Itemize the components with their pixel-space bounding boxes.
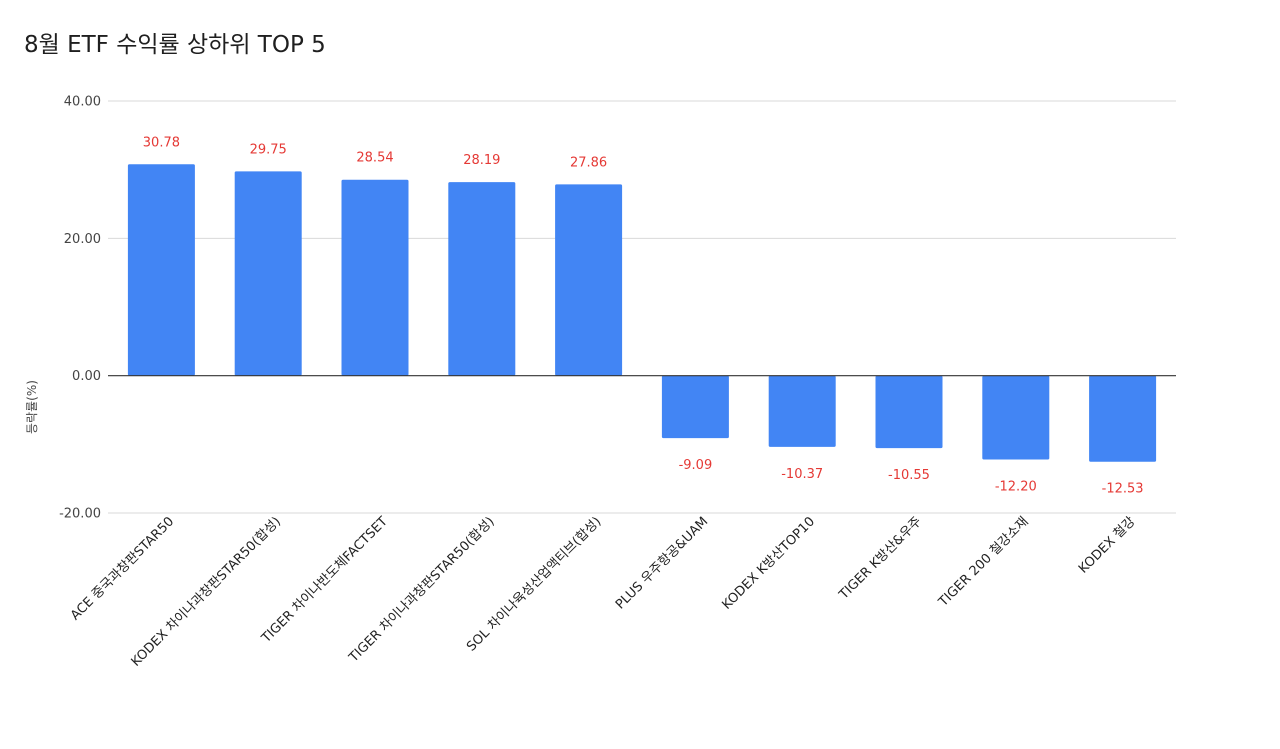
bar <box>234 171 302 376</box>
x-category-label: TIGER 200 철강소재 <box>935 514 1031 610</box>
y-tick-label: 40.00 <box>64 95 101 110</box>
bar <box>555 184 623 376</box>
bar <box>1089 375 1157 462</box>
x-category-label: PLUS 우주항공&UAM <box>613 514 711 612</box>
y-axis-title: 등락률(%) <box>25 380 39 434</box>
x-category-label: KODEX K방산TOP10 <box>720 514 819 613</box>
x-category-label: ACE 중국과창판STAR50 <box>68 514 177 623</box>
bar <box>875 375 943 449</box>
y-tick-label: -20.00 <box>59 507 101 522</box>
data-label: 27.86 <box>570 155 607 170</box>
bar <box>341 179 409 376</box>
data-label: 30.78 <box>143 135 180 150</box>
bar <box>661 375 729 439</box>
data-label: 28.19 <box>463 153 500 168</box>
y-tick-label: 0.00 <box>72 369 101 384</box>
bars <box>127 164 1157 462</box>
x-category-label: TIGER K방산&우주 <box>836 514 925 603</box>
bar <box>448 182 516 376</box>
y-tick-label: 20.00 <box>64 232 101 247</box>
data-label: 28.54 <box>356 151 393 166</box>
x-category-label: KODEX 철강 <box>1076 514 1138 576</box>
data-label: -10.37 <box>781 467 823 482</box>
chart-title: 8월 ETF 수익률 상하위 TOP 5 <box>24 32 326 58</box>
bar <box>982 375 1050 460</box>
data-label: -9.09 <box>679 458 713 473</box>
bar <box>127 164 195 376</box>
data-label: -12.20 <box>995 479 1037 494</box>
bar <box>768 375 836 447</box>
data-labels: 30.78 29.75 28.54 28.19 27.86 -9.09 -10.37 -10.… <box>143 135 1144 496</box>
y-axis-ticks: 40.00 20.00 0.00 -20.00 <box>59 95 101 522</box>
data-label: -12.53 <box>1102 482 1144 497</box>
data-label: -10.55 <box>888 468 930 483</box>
x-category-label: TIGER 차이나반도체FACTSET <box>258 514 391 647</box>
data-label: 29.75 <box>250 142 287 157</box>
